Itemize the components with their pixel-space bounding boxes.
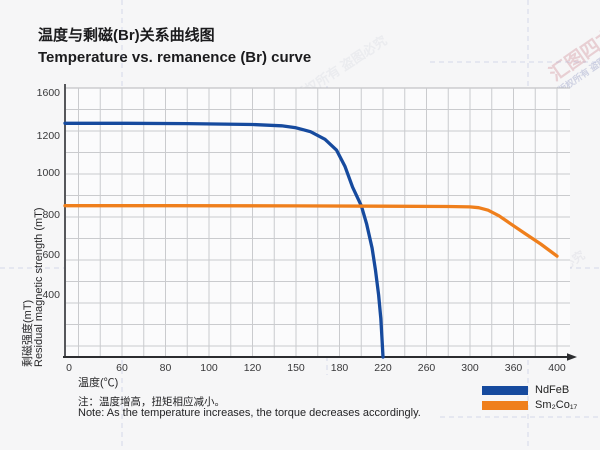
x-tick-label: 220 — [374, 362, 392, 374]
legend-label-sm2co17: Sm₂Co₁₇ — [535, 398, 578, 411]
x-tick-label: 150 — [287, 362, 305, 374]
x-tick-label: 260 — [417, 362, 436, 374]
y-axis-title-en: Residual magnetic strength (mT) — [33, 207, 45, 367]
y-tick-label: 600 — [42, 249, 60, 261]
note-zh: 注：温度增高，扭矩相应减小。 — [78, 396, 225, 408]
x-tick-label: 60 — [116, 362, 128, 374]
legend-label-ndfeb: NdFeB — [535, 383, 570, 396]
y-tick-label: 1000 — [36, 167, 60, 179]
x-axis-title: 温度(℃) — [78, 377, 119, 389]
x-tick-label: 400 — [548, 362, 566, 374]
page-title-zh: 温度与剩磁(Br)关系曲线图 — [38, 27, 215, 44]
note-en: Note: As the temperature increases, the … — [78, 407, 421, 419]
legend-swatch-ndfeb — [482, 385, 528, 395]
y-tick-label: 400 — [42, 289, 60, 301]
x-tick-label: 360 — [504, 362, 523, 374]
x-tick-label: 300 — [461, 362, 479, 374]
x-tick-label: 100 — [200, 362, 218, 374]
x-tick-label: 0 — [66, 362, 72, 374]
y-tick-label: 800 — [42, 209, 60, 221]
x-tick-label: 120 — [243, 362, 262, 374]
y-tick-label: 1200 — [36, 130, 60, 142]
y-tick-label: 1600 — [36, 87, 60, 99]
x-tick-label: 180 — [330, 362, 349, 374]
x-tick-label: 80 — [159, 362, 172, 374]
legend-swatch-sm2co17 — [482, 400, 528, 410]
page-title-en: Temperature vs. remanence (Br) curve — [38, 49, 312, 66]
legend-item-sm2co17: Sm₂Co₁₇ — [482, 398, 578, 411]
legend-item-ndfeb: NdFeB — [482, 383, 577, 396]
legend: NdFeB Sm₂Co₁₇ — [482, 383, 578, 415]
